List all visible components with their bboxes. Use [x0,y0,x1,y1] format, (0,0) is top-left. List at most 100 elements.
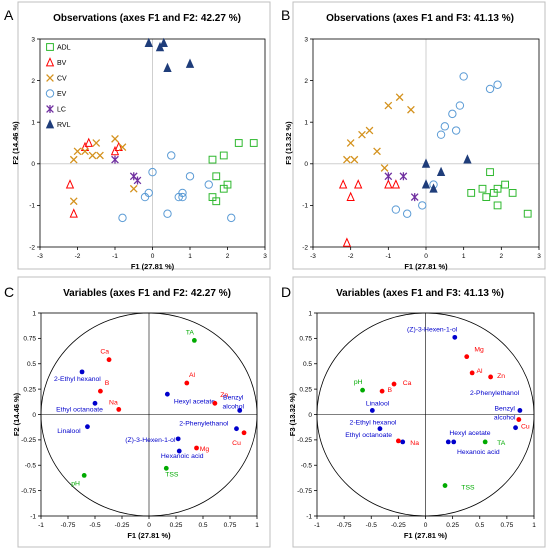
x-tick-label: -0.5 [366,522,378,529]
point-ev [178,188,187,198]
panel-a-title: Observations (axes F1 and F2: 42.27 %) [53,13,241,24]
x-tick-label: -0.25 [391,522,406,529]
point-cv [380,164,389,172]
x-tick-label: 0.5 [198,522,207,529]
y-tick-label: 2 [304,78,308,85]
point-bv [338,179,348,189]
point-b [98,388,103,394]
y-tick-label: 0 [32,412,36,419]
y-tick-label: -0.25 [297,437,312,444]
label-tss: TSS [165,471,179,478]
x-axis-label: F1 (27.81 %) [131,262,175,271]
point-rvl [163,62,172,73]
point-na [395,438,401,444]
x-tick-label: 0 [424,253,428,260]
panel-c-frame [17,276,271,548]
point-bv [110,145,120,156]
point-ph [81,473,87,478]
label-2-ethyl-hexanol: 2-Ethyl hexanol [350,420,397,427]
y-tick-label: -1 [306,513,312,520]
label-b: B [388,387,393,394]
x-tick-label: -1 [38,522,44,529]
point-ev [227,213,236,223]
y-tick-label: 0.25 [23,386,36,393]
point-rvl [159,37,168,48]
point-linalool [369,408,375,413]
panel-a: A Observations (axes F1 and F2: 42.27 %)… [4,1,271,271]
label-z-3-hexen-1-ol: (Z)-3-Hexen-1-ol [125,437,176,444]
label-na: Na [109,399,118,406]
panel-b-title: Observations (axes F1 and F3: 41.13 %) [326,13,514,24]
point-tss [163,465,169,471]
point-bv [354,179,363,189]
y-axis-label: F2 (14.46 %) [12,392,21,436]
point-2-phenylethanol [234,426,239,432]
point-adl [219,151,228,160]
y-tick-label: -2 [29,244,35,251]
label-benzyl-alcohol: Benzyl [223,394,244,401]
legend-marker-rvl [45,119,55,129]
label-ethyl-octanoate: Ethyl octanoate [345,432,392,439]
point-adl [223,180,232,189]
y-tick-label: -1 [302,203,308,210]
panel-c-title: Variables (axes F1 and F2: 42.27 %) [63,288,231,299]
y-tick-label: -0.5 [25,463,37,470]
y-tick-label: 1 [32,310,36,317]
point-ev [178,192,187,202]
point-ta [482,439,488,445]
point-hexyl-acetate [164,391,170,397]
point-bv [391,179,401,189]
point-cv [350,155,359,164]
point-ev [448,109,457,119]
label-ta: TA [497,440,506,447]
point-cv [118,143,127,152]
point-ph [360,387,365,393]
x-tick-label: 1 [188,253,192,260]
point-adl [208,155,217,164]
point-2-phenylethanol [517,408,523,413]
point-rvl [185,58,195,68]
y-axis-label: F3 (13.32 %) [284,121,293,165]
label-al: Al [476,368,483,375]
point-cv [407,105,415,114]
point-adl [482,193,491,201]
point-ev [391,205,401,214]
point-bv [346,191,355,201]
point-rvl [421,158,431,168]
label-benzyl-alcohol-line2: alcohol [494,414,516,421]
y-tick-label: -2 [302,244,308,251]
point-cv [343,155,351,164]
label-ph: pH [71,481,80,488]
panel-d-letter: D [281,284,291,300]
x-axis-label: F1 (27.81 %) [127,531,171,540]
point-ev [440,122,450,131]
panel-a-letter: A [4,7,14,23]
legend-marker-bv [45,57,55,67]
panel-d-frame [292,276,546,548]
point-rvl [429,183,438,193]
point-ca [391,381,397,387]
y-tick-label: -1 [29,203,35,210]
point-cv [111,134,119,143]
point-zn [212,400,218,406]
x-tick-label: 3 [263,253,267,260]
point-ev [185,172,195,181]
legend-marker-ev [45,89,55,98]
point-adl [212,197,221,206]
y-tick-label: -0.75 [297,488,312,495]
x-tick-label: 0.25 [446,522,459,529]
legend-label-adl: ADL [57,45,71,52]
point-cv [81,147,89,156]
label-linalool: Linalool [57,428,81,435]
point-ev [451,126,461,135]
point-cv [358,130,366,139]
point-lc [410,193,419,202]
label-cu: Cu [521,424,530,431]
x-tick-label: 0 [151,253,155,260]
legend-marker-adl [46,43,54,51]
x-tick-label: 1 [255,522,259,529]
point-rvl [144,37,153,48]
point-ev [167,151,176,160]
point-ev [163,209,172,218]
